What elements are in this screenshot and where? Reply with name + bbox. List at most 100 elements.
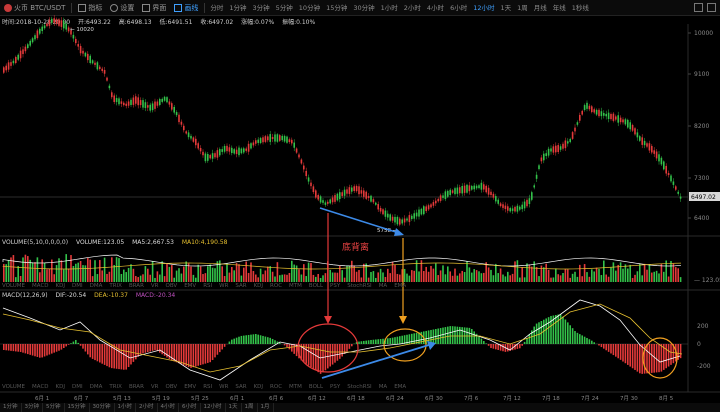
- fullscreen-icon[interactable]: [707, 3, 716, 12]
- indicator-tab[interactable]: OBV: [165, 283, 178, 289]
- indicator-tab[interactable]: SAR: [235, 384, 247, 390]
- settings-button[interactable]: 设置: [106, 0, 138, 15]
- screenshot-icon[interactable]: [694, 3, 703, 12]
- indicator-tab[interactable]: TRIX: [109, 283, 122, 289]
- timeframe-tab[interactable]: 12小时: [470, 0, 498, 15]
- indicator-tab[interactable]: MTM: [289, 384, 302, 390]
- volume-bar: [147, 268, 149, 282]
- indicator-tab[interactable]: MACD: [32, 384, 49, 390]
- indicator-tab[interactable]: EMV: [184, 384, 197, 390]
- indicator-tab[interactable]: WR: [219, 384, 229, 390]
- timeframe-tab[interactable]: 月线: [533, 3, 547, 12]
- volume-bar: [75, 263, 77, 282]
- volume-bar: [624, 264, 627, 282]
- timeframe-tab[interactable]: 30分钟: [353, 3, 375, 12]
- indicators-button[interactable]: 指标: [74, 0, 106, 15]
- indicator-tab[interactable]: StochRSI: [347, 283, 372, 289]
- draw-button[interactable]: 画线: [170, 0, 202, 15]
- bottom-timeframe-tab[interactable]: 12小时: [201, 403, 226, 412]
- indicator-tab[interactable]: PSY: [330, 283, 341, 289]
- indicator-tab[interactable]: StochRSI: [347, 384, 372, 390]
- indicator-tab[interactable]: WR: [219, 283, 229, 289]
- candle-body: [319, 196, 322, 203]
- bottom-timeframe-tab[interactable]: 5分钟: [43, 403, 65, 412]
- indicator-tab[interactable]: OBV: [165, 384, 178, 390]
- timeframe-tab[interactable]: 1小时: [380, 3, 398, 12]
- indicator-tab[interactable]: VOLUME: [2, 283, 26, 289]
- exchange-selector[interactable]: 火币 BTC/USDT: [0, 0, 69, 15]
- indicator-tab[interactable]: DMA: [89, 283, 103, 289]
- bottom-timeframe-tab[interactable]: 30分钟: [90, 403, 115, 412]
- timeframe-tab[interactable]: 1周: [517, 3, 528, 12]
- volume-bar: [5, 264, 7, 282]
- indicator-tab[interactable]: KDJ: [55, 283, 65, 289]
- bottom-timeframe-tab[interactable]: 3分钟: [22, 403, 43, 412]
- bottom-timeframe-tab[interactable]: 1小时: [115, 403, 136, 412]
- volume-bar: [543, 267, 545, 282]
- timeframe-tab[interactable]: 2小时: [403, 3, 421, 12]
- indicator-tab[interactable]: BOLL: [308, 283, 324, 289]
- indicator-tab[interactable]: BRAR: [128, 283, 144, 289]
- indicator-tab[interactable]: MACD: [32, 283, 49, 289]
- timeframe-tab[interactable]: 6小时: [450, 3, 468, 12]
- volume-bar: [96, 274, 99, 282]
- timeframe-tab[interactable]: 5分钟: [275, 3, 293, 12]
- indicator-tab[interactable]: SAR: [235, 283, 247, 289]
- macd-histogram-bar: [379, 339, 382, 344]
- macd-histogram-bar: [437, 328, 439, 344]
- indicator-tab[interactable]: ROC: [270, 384, 283, 390]
- indicator-tab[interactable]: KDJ: [253, 384, 264, 390]
- timeframe-tab[interactable]: 1天: [500, 3, 512, 12]
- timeframe-tab[interactable]: 4小时: [426, 3, 445, 12]
- indicator-tab[interactable]: DMA: [89, 384, 103, 390]
- indicator-tab[interactable]: KDJ: [55, 384, 65, 390]
- indicator-tab[interactable]: MTM: [289, 283, 302, 289]
- indicator-tab[interactable]: BOLL: [308, 384, 324, 390]
- indicator-tab[interactable]: VR: [150, 283, 159, 289]
- macd-histogram-bar: [84, 344, 87, 352]
- volume-bar: [125, 272, 127, 282]
- layout-button[interactable]: 界面: [138, 0, 170, 15]
- timeframe-tab[interactable]: 1秒线: [571, 3, 589, 12]
- macd-histogram-bar: [65, 344, 67, 347]
- indicator-tab[interactable]: TRIX: [109, 384, 122, 390]
- timeframe-tab[interactable]: 15分钟: [326, 3, 348, 12]
- indicator-tab[interactable]: MA: [378, 384, 388, 390]
- volume-bar: [377, 272, 379, 282]
- indicator-tab[interactable]: DMI: [72, 283, 83, 289]
- indicator-tab[interactable]: ROC: [270, 283, 283, 289]
- macd-histogram-bar: [384, 338, 387, 344]
- bottom-timeframe-tab[interactable]: 6小时: [179, 403, 201, 412]
- timeframe-tab[interactable]: 1分钟: [229, 3, 247, 12]
- indicator-tab[interactable]: EMA: [394, 283, 407, 289]
- timeframe-tab[interactable]: 10分钟: [298, 3, 321, 12]
- bottom-timeframe-tab[interactable]: 2小时: [136, 403, 158, 412]
- indicator-tab[interactable]: MA: [378, 283, 388, 289]
- indicator-tab[interactable]: VOLUME: [2, 384, 26, 390]
- bottom-timeframe-tab[interactable]: 1天: [226, 403, 242, 412]
- indicator-tab[interactable]: RSI: [203, 384, 213, 390]
- indicator-tab[interactable]: BRAR: [128, 384, 144, 390]
- indicator-tab[interactable]: EMV: [184, 283, 197, 289]
- macd-histogram-bar: [77, 342, 79, 344]
- timeframe-tab[interactable]: 3分钟: [252, 3, 270, 12]
- indicator-tab[interactable]: VR: [150, 384, 159, 390]
- macd-dea: DEA:-10.37: [94, 292, 128, 299]
- macd-histogram-bar: [415, 332, 418, 344]
- bottom-timeframe-tab[interactable]: 1分钟: [0, 403, 22, 412]
- bottom-timeframe-tab[interactable]: 4小时: [158, 403, 179, 412]
- indicator-tab[interactable]: DMI: [72, 384, 83, 390]
- bottom-timeframe-tab[interactable]: 1周: [242, 403, 258, 412]
- indicator-tab[interactable]: EMA: [394, 384, 407, 390]
- bottom-timeframe-tab[interactable]: 15分钟: [65, 403, 90, 412]
- bottom-timeframe-tab[interactable]: 1月: [258, 403, 274, 412]
- volume-bar: [653, 271, 655, 282]
- indicator-tab[interactable]: RSI: [203, 283, 213, 289]
- candle-body: [634, 128, 636, 135]
- timeframe-tab[interactable]: 分时: [210, 3, 224, 12]
- volume-bar: [384, 276, 387, 282]
- timeframe-tab[interactable]: 年线: [552, 3, 566, 12]
- indicator-tab[interactable]: KDJ: [253, 283, 264, 289]
- indicator-tab[interactable]: PSY: [330, 384, 341, 390]
